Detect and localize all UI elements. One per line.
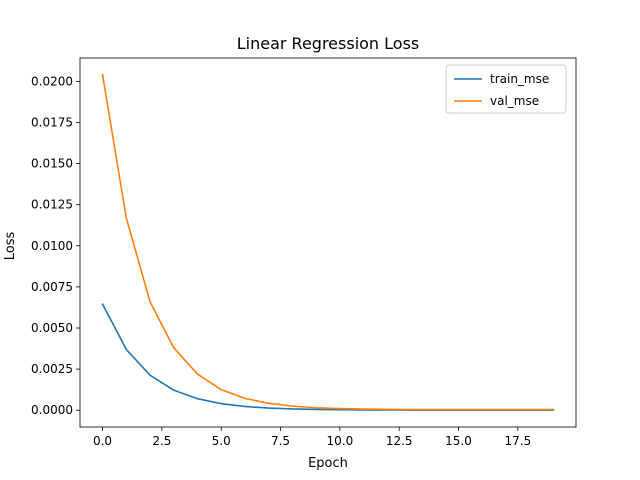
legend-label-train_mse: train_mse [490,72,549,86]
x-tick-label: 2.5 [152,434,171,448]
x-tick-label: 0.0 [93,434,112,448]
y-tick-label: 0.0025 [31,362,73,376]
y-tick-label: 0.0175 [31,115,73,129]
x-axis-label: Epoch [308,456,348,471]
y-tick-label: 0.0000 [31,403,73,417]
plot-area [101,73,555,411]
legend-label-val_mse: val_mse [490,94,539,108]
y-tick-label: 0.0100 [31,239,73,253]
x-tick-label: 17.5 [504,434,531,448]
axes-frame [79,57,577,428]
x-tick-label: 7.5 [271,434,290,448]
chart-title: Linear Regression Loss [237,34,420,53]
series-line-train_mse [101,303,555,411]
y-tick-label: 0.0075 [31,280,73,294]
x-tick-label: 15.0 [445,434,472,448]
x-tick-label: 5.0 [212,434,231,448]
y-tick-label: 0.0150 [31,157,73,171]
legend: train_mse val_mse [445,64,567,114]
y-tick-label: 0.0200 [31,74,73,88]
y-tick-label: 0.0050 [31,321,73,335]
y-tick-label: 0.0125 [31,198,73,212]
x-tick-label: 12.5 [386,434,413,448]
axes: 0.0 2.5 5.0 7.5 10.0 12.5 15.0 17.5 0.0000 0.0025… [31,57,577,448]
y-axis-label: Loss [3,232,18,261]
series-line-val_mse [101,73,555,411]
x-tick-label: 10.0 [327,434,354,448]
